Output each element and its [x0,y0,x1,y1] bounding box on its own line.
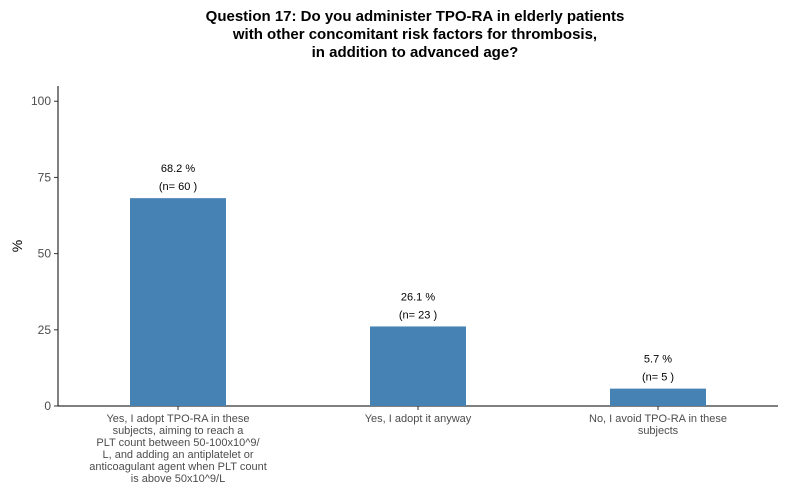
bar-count-label: (n= 23 ) [399,309,437,321]
x-tick-label-line: subjects [638,425,679,437]
bar-count-label: (n= 60 ) [159,181,197,193]
y-axis: 0 25 50 75 100% [9,86,59,413]
bar [610,388,706,406]
x-tick-label-line: Yes, I adopt it anyway [365,413,472,425]
bars [130,198,706,406]
x-tick-label-line: L, and adding an antiplatelet or [102,449,253,461]
data-labels: 68.2 % (n= 60 ) 26.1 % (n= 23 ) 5.7 % (n= 5 ) [159,163,674,383]
bar [370,326,466,406]
bar [130,198,226,406]
y-tick-label: 100 [31,94,51,108]
x-tick-label-line: No, I avoid TPO-RA in these [589,413,727,425]
x-tick-label-line: anticoagulant agent when PLT count [89,461,267,473]
y-axis-title: % [9,240,25,252]
bar-count-label: (n= 5 ) [642,372,674,384]
chart-title-line: with other concomitant risk factors for … [232,26,597,43]
x-tick-label-line: Yes, I adopt TPO-RA in these [106,413,249,425]
x-tick-label-line: PLT count between 50-100x10^9/ [96,437,260,449]
x-axis: Yes, I adopt TPO-RA in these subjects, ai… [58,405,778,485]
y-tick-label: 0 [44,399,51,413]
bar-value-label: 68.2 % [161,163,195,175]
bar-value-label: 26.1 % [401,291,435,303]
x-tick-label: Yes, I adopt it anyway [365,413,472,425]
x-tick-label-line: is above 50x10^9/L [131,473,225,485]
chart-title-line: in addition to advanced age? [312,44,519,61]
chart-title: Question 17: Do you administer TPO-RA in… [206,8,625,61]
y-tick-label: 75 [38,170,52,184]
x-tick-label: No, I avoid TPO-RA in these subjects [589,413,727,437]
y-tick-label: 50 [38,247,52,261]
x-tick-label-line: subjects, aiming to reach a [113,425,245,437]
chart-title-line: Question 17: Do you administer TPO-RA in… [206,8,625,25]
y-tick-label: 25 [38,323,52,337]
bar-value-label: 5.7 % [644,354,672,366]
x-tick-label: Yes, I adopt TPO-RA in these subjects, ai… [89,413,267,485]
